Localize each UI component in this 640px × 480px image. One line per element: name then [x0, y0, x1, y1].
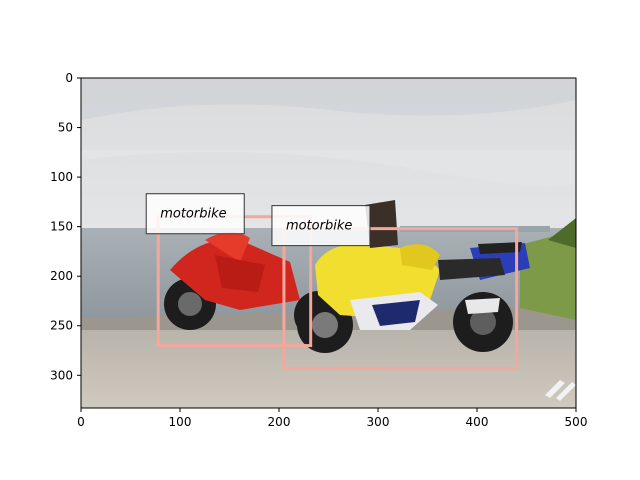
x-tick-label: 400: [466, 415, 489, 429]
plot-frame: [80, 77, 577, 409]
detection-label: motorbike: [160, 207, 226, 222]
y-tick-label: 0: [65, 71, 73, 85]
detection-overlays: motorbike motorbike: [145, 193, 519, 370]
detection-box: [282, 227, 519, 370]
detection-label-box: [271, 205, 371, 247]
detection-label: motorbike: [286, 219, 352, 234]
y-tick-label: 250: [50, 319, 73, 333]
y-tick-label: 100: [50, 170, 73, 184]
x-axis: 0 100 200 300 400 500: [77, 408, 587, 429]
y-tick-label: 200: [50, 269, 73, 283]
detection-label-box: [145, 193, 245, 235]
y-axis: 0 50 100 150 200 250 300: [50, 71, 81, 382]
x-tick-label: 200: [268, 415, 291, 429]
x-tick-label: 100: [169, 415, 192, 429]
y-tick-label: 150: [50, 220, 73, 234]
yellow-motorbike: [297, 200, 513, 353]
y-tick-label: 300: [50, 368, 73, 382]
x-tick-label: 300: [367, 415, 390, 429]
x-tick-label: 500: [565, 415, 588, 429]
x-tick-label: 0: [77, 415, 85, 429]
y-tick-label: 50: [58, 121, 73, 135]
